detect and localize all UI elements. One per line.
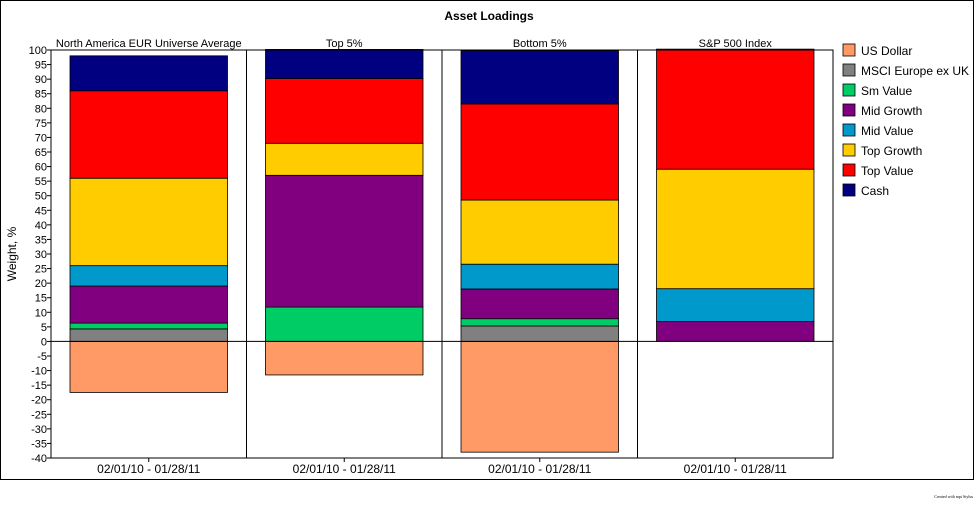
legend-swatch-top-value: [842, 163, 856, 177]
legend-label-cash: Cash: [861, 184, 889, 198]
y-tick-label: 30: [35, 249, 47, 261]
bar-top-5-top-value: [265, 78, 424, 144]
y-tick-label: 90: [35, 74, 47, 86]
panel-title: North America EUR Universe Average: [56, 38, 242, 50]
legend-swatch-cash: [842, 183, 856, 197]
y-tick-label: 65: [35, 147, 47, 159]
y-tick-label: -15: [31, 380, 47, 392]
y-tick-label: 35: [35, 234, 47, 246]
y-tick-label: 5: [41, 322, 47, 334]
bar-north-america-eur-universe-average-us-dollar: [69, 341, 228, 393]
bar-top-5-sm-value: [265, 306, 424, 342]
y-tick-label: 15: [35, 293, 47, 305]
y-tick-label: 60: [35, 162, 47, 174]
legend-swatch-top-growth: [842, 143, 856, 157]
bar-top-5-top-growth: [265, 142, 424, 176]
bar-north-america-eur-universe-average-msci-europe-ex-uk: [69, 328, 228, 342]
footer-note: Created with mpi Stylus: [934, 494, 973, 499]
y-tick-label: 55: [35, 176, 47, 188]
bar-north-america-eur-universe-average-mid-growth: [69, 285, 228, 324]
y-tick-label: 85: [35, 89, 47, 101]
legend-label-mid-growth: Mid Growth: [861, 104, 922, 118]
bar-north-america-eur-universe-average-mid-value: [69, 265, 228, 287]
x-tick-label: 02/01/10 - 01/28/11: [293, 462, 397, 476]
bar-bottom-5-top-growth: [460, 199, 619, 265]
bar-north-america-eur-universe-average-top-growth: [69, 177, 228, 267]
bar-bottom-5-msci-europe-ex-uk: [460, 325, 619, 342]
bar-bottom-5-mid-value: [460, 263, 619, 290]
y-tick-label: 20: [35, 278, 47, 290]
bar-top-5-us-dollar: [265, 341, 424, 376]
legend-label-sm-value: Sm Value: [861, 84, 912, 98]
bar-top-5-mid-growth: [265, 174, 424, 308]
legend-label-us-dollar: US Dollar: [861, 44, 912, 58]
bar-s-p-500-index-top-value: [656, 48, 815, 170]
legend-swatch-mid-growth: [842, 103, 856, 117]
bar-bottom-5-top-value: [460, 103, 619, 201]
y-tick-label: -25: [31, 409, 47, 421]
y-tick-label: -30: [31, 424, 47, 436]
x-tick-label: 02/01/10 - 01/28/11: [684, 462, 788, 476]
bar-bottom-5-cash: [460, 50, 619, 105]
legend-swatch-msci-europe-ex-uk: [842, 63, 856, 77]
bar-top-5-cash: [265, 49, 424, 79]
bar-north-america-eur-universe-average-sm-value: [69, 322, 228, 330]
y-tick-label: 100: [29, 45, 47, 57]
chart-title: Asset Loadings: [444, 9, 534, 23]
x-tick-label: 02/01/10 - 01/28/11: [488, 462, 592, 476]
legend-label-top-growth: Top Growth: [861, 144, 922, 158]
bar-bottom-5-us-dollar: [460, 341, 619, 453]
panel-title: Bottom 5%: [513, 38, 567, 50]
y-tick-label: 80: [35, 103, 47, 115]
y-tick-label: 0: [41, 336, 47, 348]
y-tick-label: 25: [35, 264, 47, 276]
bar-s-p-500-index-mid-growth: [656, 321, 815, 342]
bar-s-p-500-index-mid-value: [656, 288, 815, 323]
bar-bottom-5-sm-value: [460, 318, 619, 327]
panel-title: Top 5%: [326, 38, 363, 50]
legend-swatch-mid-value: [842, 123, 856, 137]
y-tick-label: -10: [31, 366, 47, 378]
bar-s-p-500-index-top-growth: [656, 168, 815, 290]
y-tick-label: 45: [35, 205, 47, 217]
bar-north-america-eur-universe-average-top-value: [69, 90, 228, 179]
legend-label-msci-europe-ex-uk: MSCI Europe ex UK: [861, 64, 969, 78]
y-tick-label: 10: [35, 307, 47, 319]
y-axis-label: Weight, %: [5, 226, 19, 281]
x-tick-label: 02/01/10 - 01/28/11: [97, 462, 201, 476]
legend-swatch-sm-value: [842, 83, 856, 97]
legend-label-top-value: Top Value: [861, 164, 914, 178]
bar-bottom-5-mid-growth: [460, 288, 619, 320]
bar-north-america-eur-universe-average-cash: [69, 55, 228, 92]
y-tick-label: 40: [35, 220, 47, 232]
y-tick-label: -20: [31, 395, 47, 407]
legend-label-mid-value: Mid Value: [861, 124, 914, 138]
panel-title: S&P 500 Index: [699, 38, 773, 50]
y-tick-label: -5: [37, 351, 47, 363]
y-tick-label: 50: [35, 191, 47, 203]
y-tick-label: 75: [35, 118, 47, 130]
y-tick-label: 95: [35, 60, 47, 72]
y-tick-label: -35: [31, 438, 47, 450]
y-tick-label: 70: [35, 132, 47, 144]
legend-swatch-us-dollar: [842, 43, 856, 57]
y-tick-label: -40: [31, 453, 47, 465]
